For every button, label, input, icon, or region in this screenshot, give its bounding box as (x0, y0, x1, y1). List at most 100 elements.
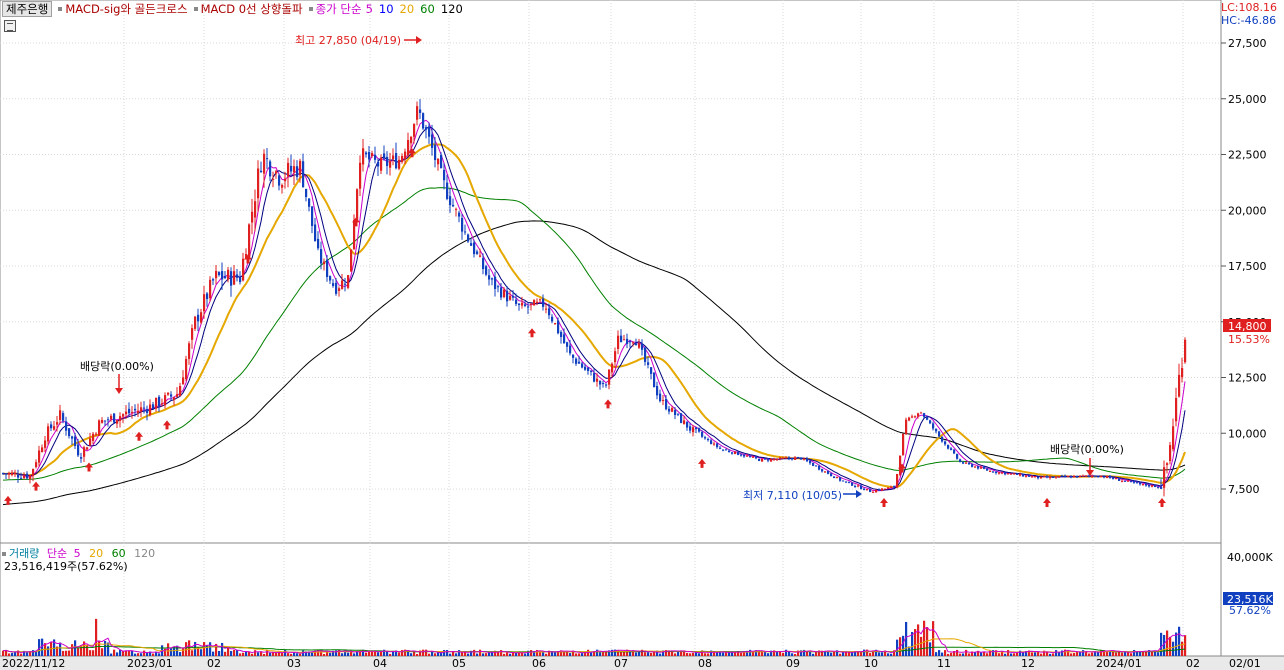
volume-bar (959, 653, 962, 656)
volume-bar (8, 653, 11, 656)
candle-body (224, 276, 227, 279)
volume-bar (995, 650, 998, 656)
candle-body (284, 178, 287, 182)
candle-body (401, 155, 404, 163)
volume-bar (566, 651, 569, 656)
volume-bar (35, 650, 38, 656)
volume-bar (725, 652, 728, 656)
legend-ma-label[interactable]: 종가 단순 (315, 2, 362, 16)
volume-bar (683, 650, 686, 656)
candle-body (473, 242, 476, 255)
volume-bar (71, 644, 74, 656)
candle-body (1103, 476, 1106, 478)
volume-bar (290, 653, 293, 656)
candle-body (458, 212, 461, 217)
candle-body (1085, 475, 1088, 477)
volume-bar (245, 651, 248, 656)
volume-bar (1016, 652, 1019, 656)
candle-body (371, 153, 374, 157)
volume-bar (623, 651, 626, 656)
candle-body (995, 471, 998, 473)
volume-bar (950, 652, 953, 656)
volume-bar (863, 649, 866, 656)
legend-macd-zero[interactable]: MACD 0선 상향돌파 (200, 2, 303, 16)
volume-bar (419, 650, 422, 656)
candle-body (692, 427, 695, 433)
candle-body (1184, 339, 1187, 363)
candle-body (686, 421, 689, 428)
volume-label[interactable]: 거래량 (9, 547, 40, 560)
volume-bar (152, 653, 155, 656)
candle-body (821, 469, 824, 472)
volume-bar (1076, 651, 1079, 656)
candle-body (416, 106, 419, 120)
candle-body (1181, 367, 1184, 378)
candle-body (365, 152, 368, 155)
time-tick-label: 02/01 (1229, 657, 1261, 670)
candle-body (104, 420, 107, 422)
candle-body (491, 278, 494, 280)
legend-macd-sig[interactable]: MACD-sig와 골든크로스 (65, 2, 188, 16)
volume-bar (1130, 653, 1133, 656)
candle-body (776, 459, 779, 461)
volume-bar (461, 652, 464, 656)
volume-bar (776, 651, 779, 656)
candle-body (101, 419, 104, 423)
candle-body (623, 339, 626, 341)
candle-body (110, 415, 113, 420)
candle-body (437, 158, 440, 165)
candle-body (545, 308, 548, 310)
candle-body (1139, 482, 1142, 485)
volume-bar (98, 640, 101, 656)
candle-body (98, 420, 101, 436)
volume-bar (671, 650, 674, 656)
volume-bar (269, 652, 272, 656)
candle-body (734, 451, 737, 455)
candle-body (539, 299, 542, 301)
candle-body (419, 109, 422, 113)
candle-body (674, 410, 677, 415)
volume-bar (650, 652, 653, 656)
volume-bar (638, 651, 641, 656)
candle-body (368, 152, 371, 160)
current-change: 15.53% (1228, 333, 1270, 346)
candle-body (1151, 485, 1154, 487)
candle-body (194, 316, 197, 329)
ma120-line (2, 220, 1186, 506)
volume-bar (938, 650, 941, 656)
candle-body (338, 288, 341, 291)
low-arrow-icon (856, 490, 862, 498)
candle-body (971, 464, 974, 467)
volume-bar (542, 652, 545, 656)
volume-bar (890, 653, 893, 656)
candle-body (197, 314, 200, 322)
volume-bar (386, 650, 389, 656)
stock-name-box[interactable]: 제주은행 (2, 1, 53, 17)
candle-body (605, 384, 608, 386)
volume-bar (440, 652, 443, 656)
candle-body (767, 459, 770, 461)
volume-bar (968, 653, 971, 656)
candle-body (140, 407, 143, 412)
volume-bar (1067, 649, 1070, 656)
grid-toggle-icon[interactable] (4, 20, 16, 32)
candle-body (854, 485, 857, 487)
candle-body (1160, 486, 1163, 489)
volume-bar (20, 653, 23, 656)
volume-bar (458, 650, 461, 656)
candle-body (113, 413, 116, 423)
volume-bar (842, 652, 845, 656)
candle-body (1133, 480, 1136, 483)
volume-bar (737, 651, 740, 656)
candle-body (1142, 483, 1145, 485)
candle-body (182, 377, 185, 385)
candle-body (95, 433, 98, 435)
volume-bar (158, 653, 161, 656)
volume-bar (965, 649, 968, 656)
volume-bar (569, 653, 572, 656)
candle-body (758, 458, 761, 461)
volume-bar (155, 651, 158, 656)
volume-bar (956, 649, 959, 656)
volume-bar (14, 652, 17, 656)
candle-body (128, 408, 131, 414)
